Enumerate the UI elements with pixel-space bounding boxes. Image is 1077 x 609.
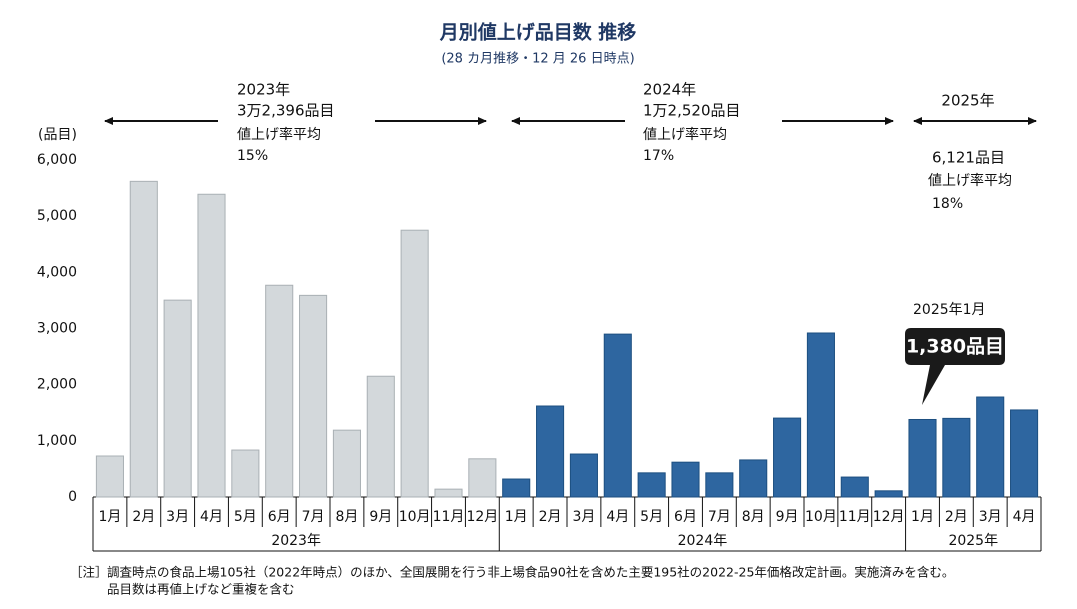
x-tick-label: 2月 xyxy=(132,509,155,525)
x-tick-label: 6月 xyxy=(674,509,697,525)
x-tick-label: 5月 xyxy=(640,509,663,525)
x-tick-label: 11月 xyxy=(839,509,871,525)
period-rate-label: 値上げ率平均 xyxy=(237,126,321,143)
bar xyxy=(637,472,666,498)
bar xyxy=(468,458,497,498)
period-total: 6,121品目 xyxy=(932,149,1005,167)
bar xyxy=(806,332,835,498)
bar xyxy=(705,472,734,498)
bar xyxy=(299,294,328,498)
bar xyxy=(163,299,192,498)
period-rate: 15% xyxy=(237,148,268,164)
y-tick-label: 4,000 xyxy=(37,264,77,280)
x-tick-label: 12月 xyxy=(873,509,905,525)
y-tick-label: 5,000 xyxy=(37,208,77,224)
x-tick-label: 7月 xyxy=(708,509,731,525)
bar xyxy=(976,396,1005,498)
y-axis-label: (品目) xyxy=(38,127,77,143)
x-tick-label: 12月 xyxy=(466,509,498,525)
chart-subtitle: (28 カ月推移・12 月 26 日時点) xyxy=(441,52,634,67)
callout-box xyxy=(905,328,1005,405)
y-tick-label: 0 xyxy=(68,489,77,505)
bar xyxy=(840,476,869,498)
x-tick-label: 3月 xyxy=(572,509,595,525)
bar xyxy=(265,284,294,498)
period-total: 1万2,520品目 xyxy=(643,102,741,120)
y-tick-label: 1,000 xyxy=(37,433,77,449)
x-tick-label: 3月 xyxy=(166,509,189,525)
bar xyxy=(434,488,463,498)
bar xyxy=(366,375,395,498)
x-tick-label: 3月 xyxy=(979,509,1002,525)
x-tick-label: 2月 xyxy=(945,509,968,525)
x-tick-label: 8月 xyxy=(742,509,765,525)
chart-title: 月別値上げ品目数 推移 xyxy=(439,21,637,44)
x-tick-label: 9月 xyxy=(776,509,799,525)
bar xyxy=(874,490,903,498)
x-tick-label: 10月 xyxy=(399,509,431,525)
x-tick-label: 10月 xyxy=(805,509,837,525)
group-label: 2023年 xyxy=(271,533,321,549)
bar xyxy=(569,453,598,498)
bar xyxy=(908,418,937,498)
x-tick-label: 9月 xyxy=(369,509,392,525)
period-rate-label: 値上げ率平均 xyxy=(928,172,1012,189)
group-label: 2025年 xyxy=(948,533,998,549)
x-tick-label: 6月 xyxy=(268,509,291,525)
period-rate-label: 値上げ率平均 xyxy=(643,126,727,143)
x-tick-label: 4月 xyxy=(606,509,629,525)
x-tick-label: 1月 xyxy=(911,509,934,525)
bar xyxy=(1010,409,1039,498)
period-rate: 18% xyxy=(932,196,963,212)
bar xyxy=(231,449,260,498)
callout-title: 2025年1月 xyxy=(913,302,986,318)
period-label: 2025年 xyxy=(941,92,994,110)
bar xyxy=(502,478,531,498)
bar xyxy=(942,417,971,498)
period-total: 3万2,396品目 xyxy=(237,102,335,120)
bar xyxy=(95,455,124,498)
x-tick-label: 1月 xyxy=(98,509,121,525)
x-tick-label: 11月 xyxy=(433,509,465,525)
x-tick-label: 5月 xyxy=(234,509,257,525)
footnote-marker: ［注］ xyxy=(70,565,108,580)
footnote: 品目数は再値上げなど重複を含む xyxy=(107,582,295,597)
callout-label: 1,380品目 xyxy=(906,336,1004,358)
bar xyxy=(332,429,361,498)
x-tick-label: 1月 xyxy=(505,509,528,525)
bar xyxy=(671,461,700,498)
y-tick-label: 6,000 xyxy=(37,152,77,168)
x-tick-label: 8月 xyxy=(335,509,358,525)
bar xyxy=(197,193,226,498)
x-tick-label: 4月 xyxy=(200,509,223,525)
bar xyxy=(739,459,768,498)
period-rate: 17% xyxy=(643,148,674,164)
bar xyxy=(536,405,565,498)
bar xyxy=(129,180,158,498)
bar xyxy=(400,229,429,498)
bar xyxy=(603,333,632,498)
y-tick-label: 2,000 xyxy=(37,377,77,393)
period-label: 2023年 xyxy=(237,81,290,99)
period-label: 2024年 xyxy=(643,81,696,99)
x-tick-label: 2月 xyxy=(539,509,562,525)
group-label: 2024年 xyxy=(678,533,728,549)
bar xyxy=(773,417,802,498)
footnote: 調査時点の食品上場105社（2022年時点）のほか、全国展開を行う非上場食品90… xyxy=(107,565,954,580)
x-tick-label: 7月 xyxy=(302,509,325,525)
x-tick-label: 4月 xyxy=(1013,509,1036,525)
y-tick-label: 3,000 xyxy=(37,321,77,337)
